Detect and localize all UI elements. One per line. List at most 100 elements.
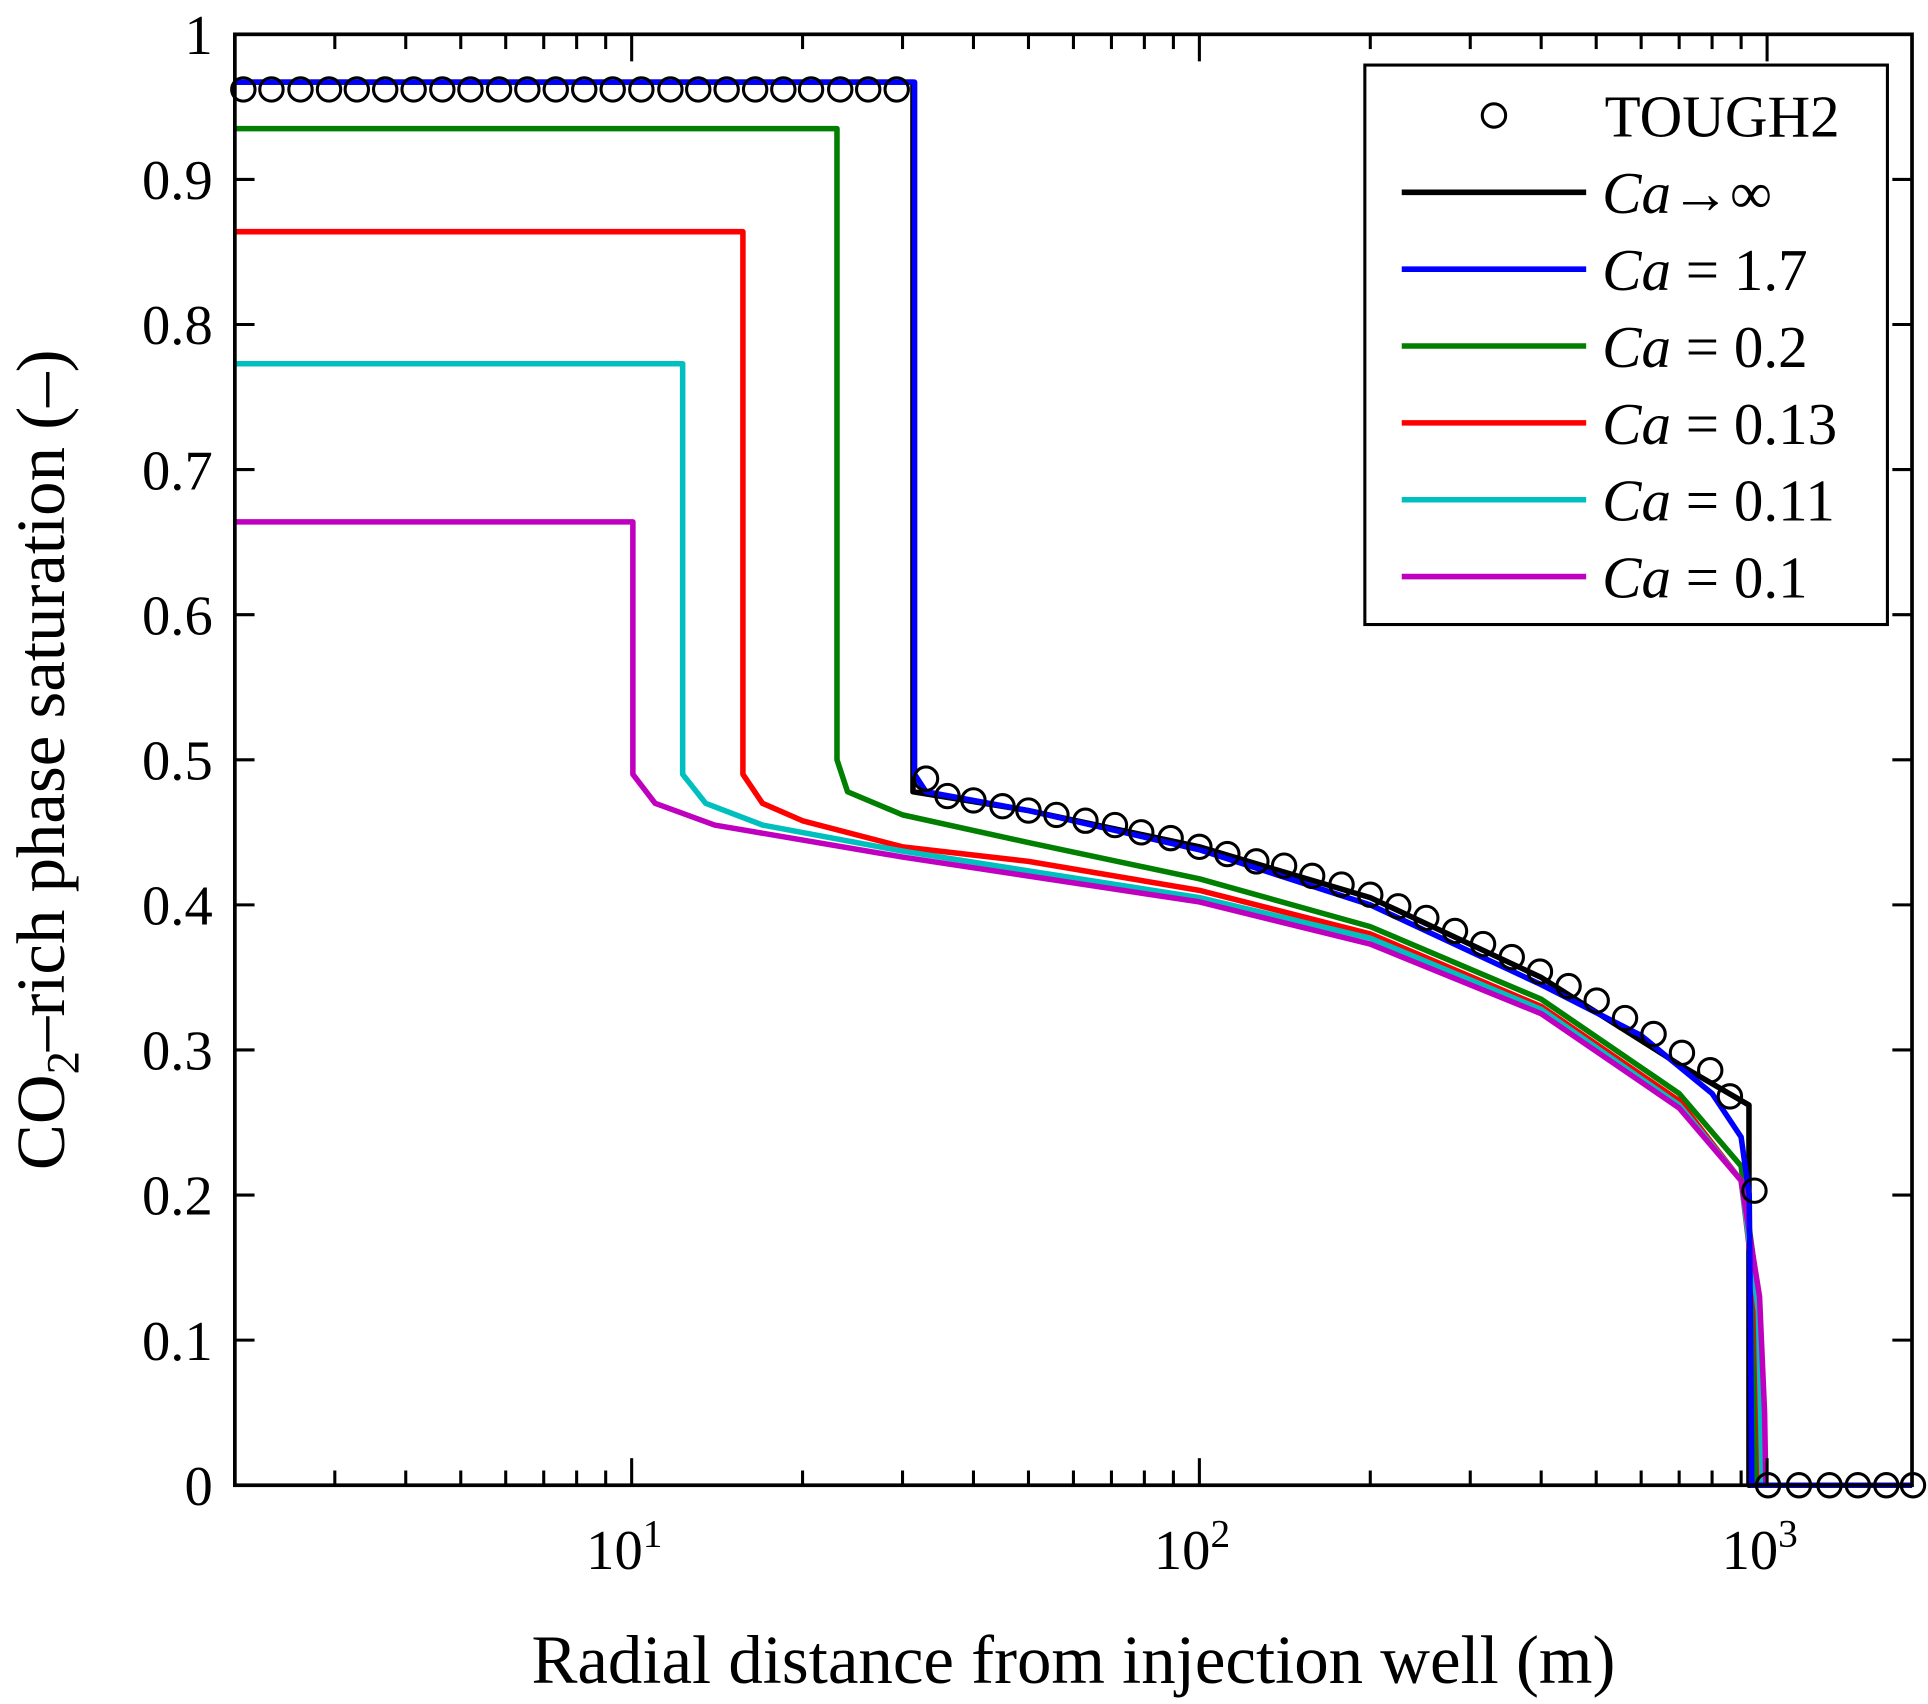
tough2-marker: [485, 76, 513, 103]
legend-label-text: = 0.1: [1671, 544, 1808, 610]
tough2-marker: [1214, 840, 1241, 868]
series-line-0.11: [234, 360, 1913, 1489]
tough2-marker: [989, 792, 1016, 820]
y-tick-label: 0.3: [142, 1021, 213, 1083]
x-tick-label-exponent: 1: [643, 1512, 663, 1556]
tough2-marker: [429, 76, 456, 103]
legend-label-text: = 0.13: [1671, 391, 1837, 457]
tough2-marker: [599, 76, 626, 103]
tough2-marker: [315, 76, 343, 103]
tough2-marker: [1716, 1083, 1744, 1110]
tough2-marker: [883, 76, 910, 103]
x-tick-label-base: 10: [586, 1520, 643, 1582]
tough2-marker: [1385, 893, 1412, 920]
legend-entry-label: Ca = 0.1: [1602, 544, 1807, 610]
legend-label-italic: Ca: [1602, 391, 1671, 457]
tough2-marker: [1697, 1057, 1724, 1084]
tough2-marker: [1441, 917, 1469, 945]
tough2-marker: [912, 765, 940, 792]
tough2-marker: [1157, 824, 1184, 852]
y-tick-label: 0.7: [142, 440, 213, 502]
y-tick-label: 0.6: [142, 585, 213, 647]
tough2-marker: [1469, 930, 1497, 958]
plot-marks: [230, 76, 1927, 1499]
y-tick-label: 0.8: [142, 295, 213, 357]
y-axis-label-rest: –rich phase saturation (–): [3, 349, 79, 1052]
x-tick-label-base: 10: [1722, 1520, 1779, 1582]
tough2-marker: [1328, 871, 1355, 898]
legend-label-italic: Ca: [1602, 237, 1671, 303]
y-tick-label: 0.9: [142, 150, 213, 212]
legend-label-italic: Ca: [1602, 468, 1671, 534]
tough2-marker: [685, 76, 712, 103]
legend-label-italic: Ca: [1602, 160, 1671, 226]
legend-entry-label: Ca = 0.2: [1602, 314, 1807, 380]
tough2-marker: [1357, 881, 1384, 908]
legend-label-text: →∞: [1671, 160, 1772, 226]
tough2-marker: [230, 76, 257, 103]
y-tick-label: 0.2: [142, 1166, 213, 1228]
tough2-marker: [287, 76, 314, 103]
tough2-marker: [1741, 1177, 1768, 1204]
x-tick-label: 101: [586, 1512, 662, 1582]
tough2-marker: [1186, 833, 1213, 861]
tough2-marker: [797, 76, 825, 103]
tough2-marker: [1015, 797, 1042, 824]
tough2-marker: [1298, 862, 1326, 890]
legend-entry-label: Ca = 1.7: [1602, 237, 1807, 303]
tough2-marker: [934, 782, 961, 810]
tough2-marker: [960, 787, 987, 814]
tough2-marker: [1043, 801, 1070, 829]
y-tick-label: 0: [184, 1456, 212, 1518]
tough2-marker: [854, 76, 882, 103]
y-tick-label: 0.4: [142, 876, 213, 938]
legend-entry-label: Ca→∞: [1602, 160, 1772, 226]
tough2-marker: [457, 76, 484, 103]
tough2-marker: [657, 76, 684, 103]
tough2-marker: [371, 76, 399, 103]
legend-entry-label: TOUGH2: [1605, 83, 1840, 149]
legend-label-text: = 0.11: [1671, 468, 1835, 534]
tough2-marker: [1526, 958, 1554, 985]
tough2-marker: [343, 76, 371, 103]
y-tick-label: 0.1: [142, 1311, 213, 1373]
legend-label-italic: Ca: [1602, 314, 1671, 380]
tough2-marker: [1583, 987, 1610, 1014]
tough2-marker: [770, 76, 797, 103]
tough2-marker: [571, 76, 598, 103]
y-axis-label-sub: 2: [38, 1051, 90, 1074]
tough2-marker: [1128, 819, 1155, 846]
legend-label-text: = 0.2: [1671, 314, 1808, 380]
legend-label-text: = 1.7: [1671, 237, 1808, 303]
tough2-marker: [1498, 943, 1525, 971]
series-line-0.1: [234, 519, 1913, 1489]
tough2-marker: [1668, 1039, 1696, 1067]
legend-label-italic: Ca: [1602, 544, 1671, 610]
tough2-marker: [542, 76, 569, 103]
tough2-marker: [1101, 811, 1129, 839]
tough2-marker: [1243, 848, 1270, 875]
x-tick-label-exponent: 3: [1778, 1512, 1798, 1556]
y-axis-label: CO2–rich phase saturation (–): [3, 349, 90, 1170]
tough2-marker: [741, 76, 769, 103]
tough2-marker: [400, 76, 427, 103]
x-tick-label: 103: [1722, 1512, 1798, 1582]
x-tick-label-exponent: 2: [1210, 1512, 1230, 1556]
y-tick-label: 0.5: [142, 730, 213, 792]
legend-entry-label: Ca = 0.13: [1602, 391, 1837, 457]
tough2-marker: [1640, 1020, 1667, 1048]
tough2-marker: [1413, 904, 1440, 932]
x-tick-label-base: 10: [1154, 1520, 1211, 1582]
legend-label-text: TOUGH2: [1605, 83, 1840, 149]
tough2-marker: [827, 76, 854, 103]
tough2-marker: [713, 76, 740, 103]
x-tick-label: 102: [1154, 1512, 1230, 1582]
x-axis-label: Radial distance from injection well (m): [531, 1622, 1615, 1698]
legend-entry-label: Ca = 0.11: [1602, 468, 1835, 534]
tough2-marker: [1555, 972, 1582, 1000]
tough2-marker: [628, 76, 655, 103]
tough2-marker: [1072, 807, 1099, 834]
